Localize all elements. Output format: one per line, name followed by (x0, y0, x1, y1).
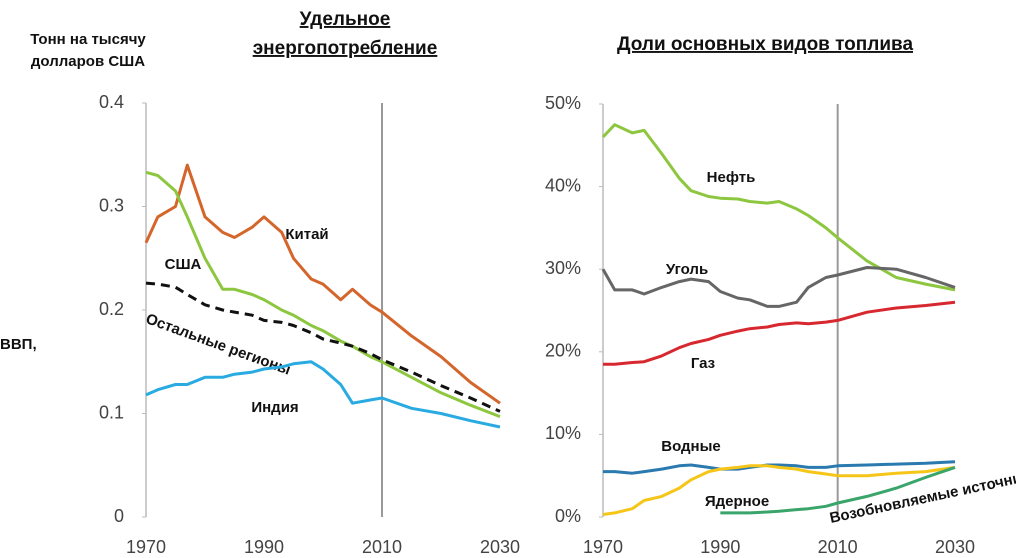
x-tick-label: 1990 (700, 537, 740, 557)
series-label: Газ (691, 355, 715, 372)
y-tick-label: 50% (545, 93, 581, 113)
chart-title: Удельное (300, 9, 391, 30)
series-line (720, 465, 956, 515)
y-tick-label: 0.2 (99, 299, 124, 319)
series-label: Уголь (666, 261, 708, 278)
series-line (602, 464, 956, 516)
y-tick-label: 0.3 (99, 195, 124, 215)
cropped-text: ВВП, (0, 336, 37, 353)
y-tick-label: 10% (545, 423, 581, 443)
x-tick-label: 1970 (583, 537, 623, 557)
x-tick-label: 2030 (935, 537, 975, 557)
series-label: Индия (251, 399, 298, 416)
series-label: Ядерное (705, 493, 769, 510)
y-axis-label: Тонн на тысячу (30, 31, 146, 48)
series-line (145, 281, 501, 413)
series-label: США (165, 256, 202, 273)
y-tick-label: 0 (114, 506, 124, 526)
series-line (145, 170, 501, 418)
series-line (601, 266, 956, 308)
series-line (144, 163, 501, 405)
y-tick-label: 40% (545, 175, 581, 195)
y-tick-label: 0.4 (99, 92, 124, 112)
x-tick-label: 2010 (818, 537, 858, 557)
series-line (603, 460, 956, 475)
series-label: Нефть (707, 169, 756, 186)
y-tick-label: 0% (555, 506, 581, 526)
y-tick-label: 0.1 (99, 402, 124, 422)
series-label: Китай (285, 226, 328, 243)
y-tick-label: 30% (545, 258, 581, 278)
x-tick-label: 2030 (480, 537, 520, 557)
y-tick-label: 20% (545, 341, 581, 361)
series-line (145, 360, 501, 429)
x-tick-label: 1990 (244, 537, 284, 557)
series-line (601, 123, 956, 292)
chart-title: Доли основных видов топлива (617, 34, 913, 55)
series-label: Водные (661, 438, 721, 455)
y-axis-label: долларов США (31, 53, 145, 70)
x-tick-label: 1970 (126, 537, 166, 557)
chart-title: энергопотребление (253, 38, 438, 59)
series-line (603, 300, 956, 366)
x-tick-label: 2010 (362, 537, 402, 557)
